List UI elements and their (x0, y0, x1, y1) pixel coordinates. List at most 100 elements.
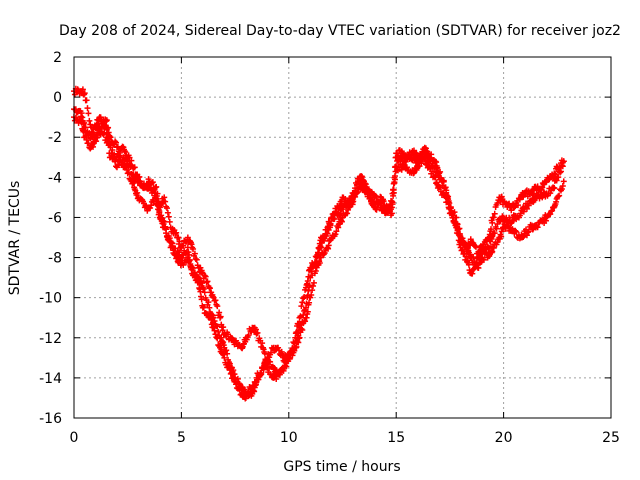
data-point-interp (191, 250, 198, 257)
data-point-interp (510, 217, 517, 224)
data-point-interp (434, 164, 441, 171)
data-point-interp (513, 228, 520, 235)
data-point-interp (163, 226, 170, 233)
data-point-interp (463, 253, 470, 260)
data-point-interp (223, 347, 230, 354)
data-point-interp (295, 332, 302, 339)
data-point-interp (211, 327, 218, 334)
data-point (560, 158, 567, 165)
data-point-interp (353, 187, 360, 194)
data-point-interp (190, 271, 197, 278)
data-point-interp (84, 105, 91, 112)
data-point (195, 278, 202, 285)
x-tick-label: 20 (495, 430, 513, 446)
data-point-interp (134, 189, 141, 196)
data-point-interp (214, 335, 221, 342)
data-point-interp (352, 190, 359, 197)
data-point-interp (445, 196, 452, 203)
data-point-interp (299, 318, 306, 325)
data-point-interp (417, 154, 424, 161)
data-point-interp (292, 344, 299, 351)
data-point-interp (165, 213, 172, 220)
data-point-interp (515, 202, 522, 209)
data-point-interp (198, 296, 205, 303)
data-point-interp (85, 140, 92, 147)
data-point (350, 198, 357, 205)
data-point-interp (469, 270, 476, 277)
data-point (442, 184, 449, 191)
data-point-interp (390, 187, 397, 194)
data-point-interp (201, 272, 208, 279)
data-point-interp (525, 228, 532, 235)
data-point-interp (321, 249, 328, 256)
data-point-interp (278, 365, 285, 372)
data-point-interp (163, 233, 170, 240)
data-point-interp (555, 174, 562, 181)
data-point-interp (390, 180, 397, 187)
data-point-interp (559, 163, 566, 170)
data-point-interp (397, 161, 404, 168)
data-point-interp (234, 375, 241, 382)
data-point-interp (228, 370, 235, 377)
data-point-interp (255, 376, 262, 383)
data-point-interp (261, 350, 268, 357)
data-point-interp (389, 199, 396, 206)
data-point-interp (471, 265, 478, 272)
data-point-interp (78, 119, 85, 126)
data-point-interp (391, 174, 398, 181)
data-point-interp (193, 256, 200, 263)
data-point-interp (226, 360, 233, 367)
data-point-interp (303, 300, 310, 307)
data-point-interp (395, 153, 402, 160)
data-point-interp (523, 205, 530, 212)
data-point-interp (176, 238, 183, 245)
y-tick-label: -12 (39, 331, 62, 347)
y-tick-label: -2 (48, 130, 62, 146)
data-point-interp (105, 142, 112, 149)
data-point-interp (486, 245, 493, 252)
data-point-interp (153, 195, 160, 202)
data-point-interp (452, 219, 459, 226)
data-point-interp (298, 321, 305, 328)
data-point-interp (366, 190, 373, 197)
data-point-interp (494, 239, 501, 246)
data-point-interp (363, 184, 370, 191)
x-axis-label: GPS time / hours (283, 459, 400, 475)
y-tick-label: 0 (53, 90, 62, 106)
data-point-interp (557, 169, 564, 176)
data-point-interp (204, 278, 211, 285)
data-point-interp (82, 132, 89, 139)
series-track-3 (71, 85, 567, 402)
data-point-interp (536, 195, 543, 202)
data-point-interp (498, 233, 505, 240)
data-point (453, 224, 460, 231)
data-point-interp (150, 187, 157, 194)
data-point-interp (233, 381, 240, 388)
data-point-interp (283, 363, 290, 370)
data-point (345, 204, 352, 211)
data-point-interp (212, 331, 219, 338)
data-point-interp (172, 230, 179, 237)
data-point-interp (534, 224, 541, 231)
data-point-interp (163, 205, 170, 212)
data-point-interp (233, 337, 240, 344)
data-point-interp (116, 149, 123, 156)
data-point-interp (490, 214, 497, 221)
data-point-interp (217, 313, 224, 320)
data-point-interp (419, 150, 426, 157)
data-point-interp (312, 259, 319, 266)
data-point (146, 184, 153, 191)
data-point-interp (192, 255, 199, 262)
data-point (210, 324, 217, 331)
grid (74, 57, 611, 418)
data-point-interp (472, 264, 479, 271)
data-point-interp (276, 369, 283, 376)
data-point-interp (114, 143, 121, 150)
data-point-interp (524, 229, 531, 236)
data-point-interp (214, 323, 221, 330)
data-point-interp (245, 332, 252, 339)
data-point-interp (391, 164, 398, 171)
data-point-interp (525, 202, 532, 209)
data-point-interp (205, 299, 212, 306)
data-point-interp (175, 234, 182, 241)
